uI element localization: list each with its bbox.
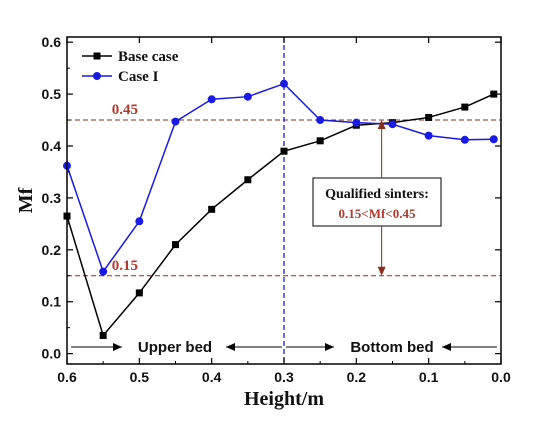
y-tick-label: 0.5	[42, 86, 62, 102]
data-point-case-i	[171, 117, 180, 126]
data-point-base-case	[461, 103, 469, 111]
reference-label-0.45: 0.45	[112, 102, 138, 118]
data-point-case-i	[99, 267, 108, 276]
legend-label-0: Base case	[118, 49, 179, 65]
x-tick-label: 0.6	[57, 369, 77, 385]
annotation-arrowhead-up	[377, 120, 386, 130]
data-point-case-i	[207, 95, 216, 104]
bottom-bed-arrowhead-left	[325, 343, 334, 351]
annotation-box	[312, 177, 442, 227]
data-point-case-i	[243, 92, 252, 101]
data-point-base-case	[172, 241, 179, 249]
data-point-base-case	[135, 289, 143, 297]
data-point-case-i	[460, 135, 469, 144]
reference-label-0.15: 0.15	[112, 258, 138, 274]
x-tick-label: 0.1	[419, 369, 439, 385]
data-point-base-case	[490, 90, 498, 98]
y-axis-title: Mf	[15, 187, 37, 213]
data-point-base-case	[425, 113, 433, 121]
data-point-case-i	[352, 118, 361, 127]
data-point-case-i	[388, 120, 397, 129]
region-label-upper-bed: Upper bed	[138, 339, 212, 356]
data-point-base-case	[280, 147, 288, 155]
upper-bed-arrowhead-left	[113, 343, 122, 351]
data-point-case-i	[280, 79, 288, 88]
y-tick-label: 0.0	[42, 346, 62, 362]
upper-bed-arrowhead-right	[226, 343, 235, 351]
annotation-title: Qualified sinters:	[325, 187, 429, 202]
legend-marker-base-case	[93, 52, 101, 60]
data-point-case-i	[135, 217, 144, 226]
data-point-case-i	[316, 116, 325, 125]
annotation-arrowhead-down	[377, 266, 386, 276]
x-tick-label: 0.3	[274, 369, 294, 385]
data-point-base-case	[316, 137, 324, 145]
data-point-case-i	[489, 135, 498, 144]
y-tick-label: 0.4	[42, 138, 62, 154]
data-point-base-case	[244, 176, 252, 184]
x-tick-label: 0.0	[491, 369, 511, 385]
y-tick-label: 0.2	[42, 242, 62, 258]
legend-label-1: Case I	[118, 69, 159, 85]
x-axis-title: Height/m	[244, 388, 324, 410]
x-tick-label: 0.4	[202, 369, 222, 385]
legend-marker-case-i	[93, 72, 101, 80]
annotation-condition: 0.15<Mf<0.45	[339, 206, 416, 221]
x-tick-label: 0.5	[130, 369, 150, 385]
data-point-case-i	[424, 131, 433, 140]
data-point-base-case	[208, 205, 216, 213]
x-tick-label: 0.2	[347, 369, 367, 385]
y-tick-label: 0.3	[42, 190, 62, 206]
y-tick-label: 0.1	[42, 294, 62, 310]
data-point-base-case	[99, 331, 107, 339]
bottom-bed-arrowhead-right	[442, 343, 451, 351]
region-label-bottom-bed: Bottom bed	[350, 339, 433, 356]
y-tick-label: 0.6	[42, 34, 62, 50]
